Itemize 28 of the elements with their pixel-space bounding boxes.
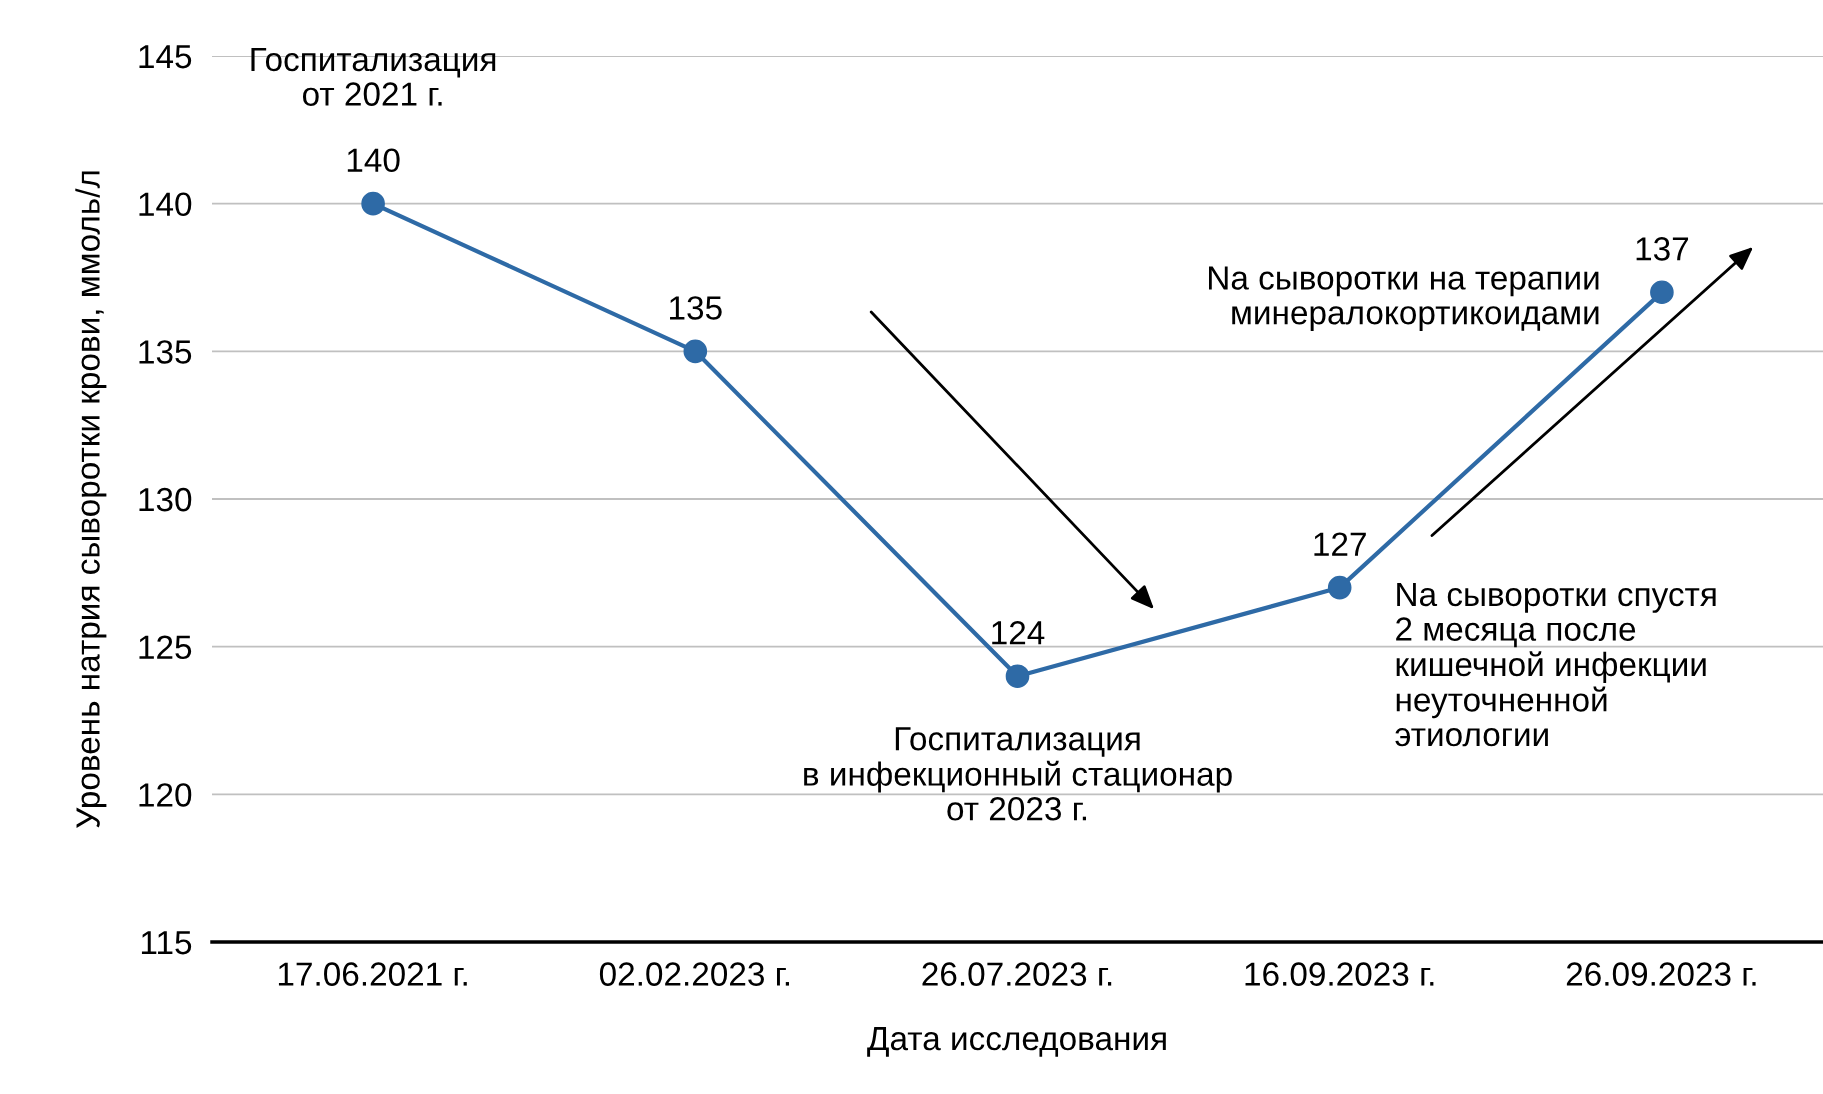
point (683, 339, 708, 364)
y-tick-label: 130 (139, 487, 192, 512)
data-label: 124 (992, 621, 1045, 645)
x-tick-label: 26.07.2023 г. (922, 962, 1112, 986)
data-label: 135 (670, 296, 722, 320)
data-label: 140 (347, 148, 400, 173)
annotation: Na сыворотки на терапии минералокортикоидами (1209, 266, 1599, 332)
data-label: 127 (1314, 532, 1366, 556)
x-tick-label: 16.09.2023 г. (1245, 962, 1434, 986)
y-tick-label: 125 (139, 635, 192, 660)
y-tick-label: 145 (139, 45, 192, 69)
point (1327, 575, 1352, 600)
y-tick-label: 135 (139, 340, 192, 364)
point (361, 191, 385, 216)
x-axis-title: Дата исследования (867, 1027, 1166, 1057)
annotation: Na сыворотки спустя 2 месяца после кишечной инфекции неуточненной этиологии (1395, 582, 1716, 747)
point (1650, 280, 1674, 305)
y-axis-title: Уровень натрия сыворотки крови, ммоль/л (75, 171, 107, 828)
point (1005, 664, 1030, 689)
data-label: 137 (1636, 237, 1689, 261)
annotation: Госпитализация в инфекционный стационар от 2023 г. (804, 727, 1232, 821)
y-tick-label: 120 (139, 783, 192, 807)
y-tick-label: 115 (141, 931, 192, 955)
x-tick-label: 17.06.2021 г. (278, 962, 467, 986)
x-tick-label: 02.02.2023 г. (599, 962, 789, 986)
annotation: Госпитализация от 2021 г. (251, 47, 496, 106)
x-tick-label: 26.09.2023 г. (1566, 962, 1756, 986)
y-tick-label: 140 (139, 192, 192, 217)
